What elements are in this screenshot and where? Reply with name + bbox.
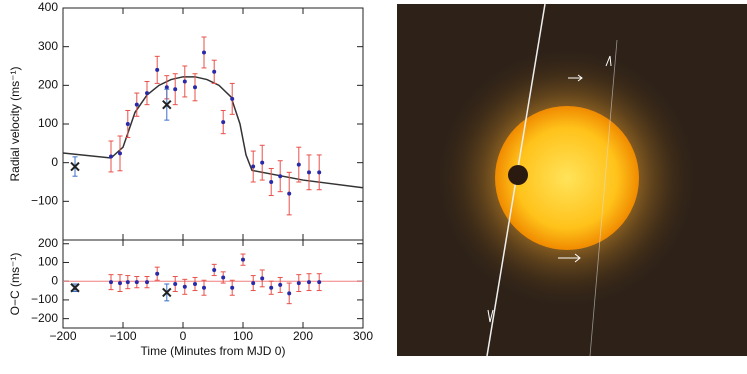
data-point	[307, 280, 311, 285]
data-point	[182, 79, 187, 84]
x-tick-label: −200	[49, 329, 76, 343]
data-point	[230, 96, 235, 101]
data-point	[212, 69, 217, 74]
data-point	[317, 280, 322, 285]
data-point	[134, 102, 139, 107]
data-point	[202, 285, 206, 290]
y-tick-label: −100	[31, 194, 58, 208]
data-point	[155, 67, 160, 72]
data-point	[317, 170, 322, 175]
y-tick-label: −200	[31, 311, 58, 325]
data-point	[251, 281, 256, 286]
data-point	[182, 284, 187, 289]
data-point	[287, 191, 292, 196]
x-axis-label: Time (Minutes from MJD 0)	[141, 344, 286, 358]
data-point	[125, 280, 130, 285]
sun	[495, 106, 639, 250]
y-tick-label: 0	[51, 155, 58, 169]
data-point	[278, 282, 283, 287]
data-point	[193, 85, 197, 90]
spin-line	[589, 39, 618, 357]
data-point	[173, 87, 178, 92]
data-point	[269, 285, 274, 290]
data-point	[287, 291, 292, 296]
data-point	[134, 280, 139, 285]
data-point	[118, 281, 122, 286]
y-tick-label: 100	[38, 116, 58, 130]
data-point	[202, 50, 206, 55]
y-tick-label: 200	[38, 236, 58, 250]
rejected-point	[70, 161, 80, 172]
data-point	[260, 276, 265, 281]
data-point	[221, 120, 226, 125]
data-point	[145, 280, 149, 285]
y-tick-label: 300	[38, 39, 58, 53]
plot-frame	[62, 7, 364, 241]
y-axis-label: O−C (ms⁻¹)	[8, 253, 22, 316]
x-tick-label: 0	[180, 329, 187, 343]
data-point	[193, 282, 197, 286]
data-point	[296, 281, 301, 286]
data-point	[125, 122, 130, 126]
data-point	[296, 162, 301, 167]
y-tick-label: 200	[38, 78, 58, 92]
arrow	[558, 253, 581, 263]
data-point	[155, 271, 160, 276]
x-tick-label: −100	[109, 329, 136, 343]
plot-frame	[62, 239, 364, 329]
x-tick-label: 100	[233, 329, 253, 343]
y-axis-label: Radial velocity (ms⁻¹)	[8, 66, 22, 181]
data-point	[145, 91, 149, 96]
data-point	[118, 151, 122, 156]
rejected-point	[162, 99, 172, 110]
data-point	[269, 180, 274, 184]
data-point	[173, 282, 178, 286]
data-point	[260, 160, 265, 165]
arrow	[605, 55, 612, 67]
data-point	[241, 257, 245, 262]
rejected-point	[162, 287, 172, 298]
planet	[508, 165, 528, 185]
data-point	[164, 85, 169, 90]
data-point	[109, 154, 113, 159]
data-point	[278, 174, 283, 179]
data-point	[307, 170, 311, 175]
data-point	[212, 267, 217, 272]
arrow	[568, 74, 583, 82]
y-tick-label: 400	[38, 0, 58, 14]
data-point	[109, 280, 113, 285]
data-point	[230, 285, 235, 290]
y-tick-label: −100	[31, 292, 58, 306]
rejected-point	[70, 283, 80, 293]
data-point	[251, 164, 256, 169]
data-point	[221, 275, 226, 280]
y-tick-label: 0	[51, 273, 58, 287]
arrow	[487, 309, 494, 323]
x-tick-label: 200	[293, 329, 313, 343]
illustration	[397, 3, 747, 357]
x-tick-label: 300	[353, 329, 373, 343]
y-tick-label: 100	[38, 255, 58, 269]
